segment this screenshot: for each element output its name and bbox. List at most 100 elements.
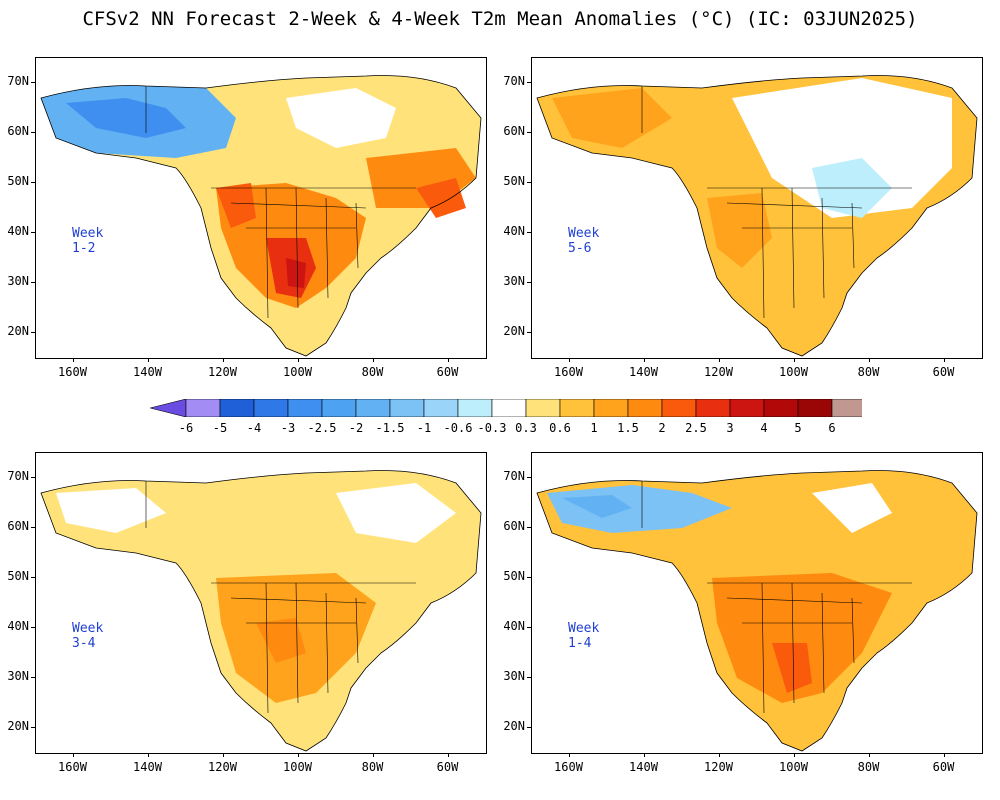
lon-tick	[568, 358, 570, 362]
colorbar-swatch	[763, 399, 799, 417]
lon-tick	[372, 753, 374, 757]
lon-tick-label: 60W	[932, 365, 955, 379]
panel-label: Week 1-2	[72, 226, 104, 256]
lon-tick-label: 100W	[283, 365, 312, 379]
colorbar-swatch	[457, 399, 493, 417]
lon-tick	[643, 358, 645, 362]
lat-tick-label: 50N	[503, 569, 525, 583]
colorbar-swatches	[150, 399, 862, 417]
lat-tick-label: 40N	[7, 619, 29, 633]
lat-tick	[31, 727, 35, 728]
lat-tick-label: 20N	[7, 719, 29, 733]
lon-tick	[297, 753, 299, 757]
lat-tick-label: 20N	[503, 719, 525, 733]
colorbar-label: -0.3	[477, 421, 507, 435]
lon-tick-label: 120W	[704, 760, 733, 774]
lat-tick	[31, 132, 35, 133]
lat-tick	[527, 577, 531, 578]
lat-tick-label: 70N	[7, 469, 29, 483]
colorbar-label: -1	[416, 421, 432, 435]
map-frame	[531, 452, 983, 754]
lon-tick	[643, 753, 645, 757]
lat-tick	[31, 282, 35, 283]
lon-tick-label: 160W	[58, 365, 87, 379]
lon-tick	[447, 753, 449, 757]
colorbar-swatch	[321, 399, 357, 417]
lon-tick-label: 60W	[436, 365, 459, 379]
colorbar-label: 1	[590, 421, 598, 435]
lat-tick-label: 30N	[503, 669, 525, 683]
lat-tick	[527, 132, 531, 133]
map-plot	[536, 470, 978, 752]
colorbar-label: -1.5	[375, 421, 405, 435]
lat-tick-label: 20N	[7, 324, 29, 338]
colorbar-swatch	[695, 399, 731, 417]
colorbar-swatch	[389, 399, 425, 417]
lon-tick-label: 140W	[629, 760, 658, 774]
lon-tick-label: 100W	[779, 760, 808, 774]
lat-tick-label: 50N	[7, 174, 29, 188]
lat-tick-label: 20N	[503, 324, 525, 338]
lat-tick	[527, 332, 531, 333]
lat-tick	[527, 527, 531, 528]
colorbar-label: 1.5	[617, 421, 639, 435]
lon-tick-label: 80W	[361, 365, 384, 379]
colorbar-swatch	[355, 399, 391, 417]
lat-tick-label: 50N	[503, 174, 525, 188]
lon-tick	[72, 358, 74, 362]
lon-tick-label: 80W	[361, 760, 384, 774]
map-plot	[40, 75, 482, 357]
lon-tick	[222, 358, 224, 362]
lon-tick	[568, 753, 570, 757]
lat-tick-label: 30N	[7, 669, 29, 683]
lat-tick-label: 70N	[503, 74, 525, 88]
colorbar-label: 0.3	[515, 421, 537, 435]
colorbar-label: -4	[246, 421, 262, 435]
lat-tick	[31, 577, 35, 578]
lon-tick-label: 140W	[133, 760, 162, 774]
figure-title: CFSv2 NN Forecast 2-Week & 4-Week T2m Me…	[82, 8, 918, 30]
colorbar-label: -2.5	[307, 421, 337, 435]
colorbar-swatch	[593, 399, 629, 417]
colorbar-label: -6	[178, 421, 194, 435]
lat-tick-label: 50N	[7, 569, 29, 583]
map-frame	[35, 452, 487, 754]
lat-tick	[527, 727, 531, 728]
lat-tick-label: 30N	[503, 274, 525, 288]
lon-tick-label: 60W	[932, 760, 955, 774]
lon-tick-label: 160W	[554, 760, 583, 774]
colorbar-label: -5	[212, 421, 228, 435]
lon-tick	[147, 753, 149, 757]
lat-tick-label: 60N	[503, 519, 525, 533]
lon-tick	[868, 358, 870, 362]
colorbar-swatch	[627, 399, 663, 417]
lon-tick-label: 160W	[554, 365, 583, 379]
colorbar-swatch	[423, 399, 459, 417]
colorbar-swatch	[185, 399, 221, 417]
lat-tick-label: 40N	[7, 224, 29, 238]
lon-tick-label: 120W	[704, 365, 733, 379]
panel-label: Week 3-4	[72, 621, 104, 651]
colorbar-swatch	[287, 399, 323, 417]
colorbar-swatch	[729, 399, 765, 417]
lat-tick	[31, 82, 35, 83]
lat-tick	[31, 627, 35, 628]
lat-tick	[31, 527, 35, 528]
colorbar-low-arrow	[150, 399, 187, 417]
colorbar-label: 2	[658, 421, 666, 435]
lat-tick-label: 70N	[7, 74, 29, 88]
lon-tick	[447, 358, 449, 362]
lat-tick	[527, 182, 531, 183]
colorbar-label: -3	[280, 421, 296, 435]
lon-tick-label: 80W	[857, 365, 880, 379]
lat-tick	[31, 677, 35, 678]
lon-tick-label: 140W	[133, 365, 162, 379]
lat-tick-label: 60N	[7, 124, 29, 138]
lat-tick	[31, 332, 35, 333]
lon-tick-label: 160W	[58, 760, 87, 774]
lon-tick	[297, 358, 299, 362]
lon-tick-label: 100W	[283, 760, 312, 774]
colorbar: -6 -5 -4 -3 -2.5 -2 -1.5 -1 -0.6 -0.3 0.3 0.6 1 1.5 2 2…	[150, 399, 862, 439]
colorbar-label: 4	[760, 421, 768, 435]
lat-tick	[527, 232, 531, 233]
